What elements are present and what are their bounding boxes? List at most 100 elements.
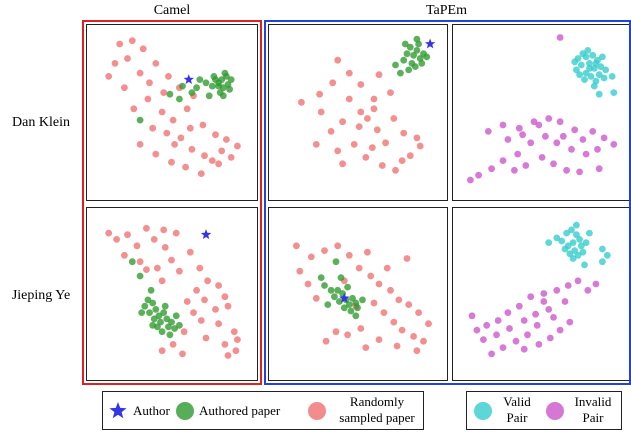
randomly-sampled-paper-point xyxy=(364,248,371,256)
randomly-sampled-paper-point xyxy=(298,98,305,106)
invalid-pair-point xyxy=(595,165,603,173)
authored-paper-point xyxy=(352,312,360,320)
randomly-sampled-paper-point xyxy=(312,294,320,302)
randomly-sampled-paper-point xyxy=(370,95,378,103)
randomly-sampled-paper-point xyxy=(182,163,189,171)
randomly-sampled-paper-point xyxy=(221,293,229,301)
invalid-pair-point xyxy=(592,280,600,288)
randomly-sampled-paper-point xyxy=(392,166,399,174)
invalid-pair-point xyxy=(584,286,592,294)
invalid-pair-point xyxy=(520,345,528,353)
randomly-sampled-paper-point xyxy=(368,144,376,151)
authored-paper-point xyxy=(152,306,160,313)
randomly-sampled-paper-point xyxy=(105,73,113,80)
randomly-sampled-paper-point xyxy=(204,277,211,285)
invalid-pair-point xyxy=(563,166,570,174)
scatter-plot xyxy=(293,242,432,355)
invalid-pair-point xyxy=(488,350,495,358)
legend-left: Author Authored paper Randomly sampled p… xyxy=(102,391,424,430)
invalid-pair-point xyxy=(512,337,520,345)
valid-pair-point xyxy=(561,245,569,253)
randomly-sampled-paper-point xyxy=(163,129,171,137)
invalid-pair-point xyxy=(559,132,567,140)
randomly-sampled-paper-point xyxy=(168,158,175,166)
randomly-sampled-paper-point xyxy=(334,147,342,155)
legend-invalid-label-2: Pair xyxy=(582,410,604,425)
valid-pair-point xyxy=(595,90,603,98)
authored-paper-marker xyxy=(176,402,194,420)
randomly-sampled-paper-point xyxy=(113,236,120,243)
column-header-tapem: TaPEm xyxy=(425,3,467,18)
randomly-sampled-paper-point xyxy=(345,69,353,77)
invalid-pair-point xyxy=(556,34,564,41)
randomly-sampled-paper-point xyxy=(390,115,398,122)
randomly-sampled-paper-point xyxy=(413,134,421,142)
valid-pair-point xyxy=(581,76,588,83)
authored-paper-point xyxy=(147,286,155,294)
authored-paper-point xyxy=(413,47,421,54)
valid-pair-point xyxy=(582,69,590,77)
randomly-sampled-paper-point xyxy=(168,256,175,264)
authored-paper-point xyxy=(176,95,183,103)
randomly-sampled-paper-point xyxy=(146,79,153,87)
legend-random-label-2: sampled paper xyxy=(339,410,415,425)
randomly-sampled-paper-point xyxy=(416,142,424,150)
authored-paper-point xyxy=(196,76,204,83)
randomly-sampled-paper-point xyxy=(380,309,388,316)
legend-author-label: Author xyxy=(133,403,170,418)
authored-paper-point xyxy=(334,286,342,294)
invalid-pair-point xyxy=(553,286,561,294)
randomly-sampled-paper-point xyxy=(136,258,144,266)
invalid-pair-point xyxy=(546,334,554,342)
randomly-sampled-paper-point xyxy=(312,141,320,148)
randomly-sampled-paper-point xyxy=(201,152,208,160)
authored-paper-point xyxy=(324,301,332,308)
author-star-point xyxy=(339,292,350,303)
scatter-plot xyxy=(298,35,436,174)
randomly-sampled-paper-point xyxy=(223,136,230,143)
invalid-pair-point xyxy=(533,321,541,329)
invalid-pair-point xyxy=(568,145,575,153)
randomly-sampled-paper-point xyxy=(171,141,178,148)
randomly-sampled-paper-point xyxy=(375,280,383,288)
authored-paper-point xyxy=(176,321,183,329)
randomly-sampled-paper-point xyxy=(158,277,166,285)
randomly-sampled-paper-point xyxy=(375,71,383,79)
valid-pair-point xyxy=(587,73,595,80)
invalid-pair-point xyxy=(515,124,523,132)
randomly-sampled-paper-point xyxy=(395,296,403,304)
randomly-sampled-paper-point xyxy=(197,317,205,324)
randomly-sampled-paper-point xyxy=(293,242,300,250)
randomly-sampled-paper-point xyxy=(111,60,119,67)
valid-pair-point xyxy=(558,237,566,245)
randomly-sampled-paper-point xyxy=(188,145,196,153)
randomly-sampled-paper-point xyxy=(398,157,406,165)
valid-pair-point xyxy=(568,226,575,234)
randomly-sampled-paper-point xyxy=(190,309,197,316)
legend-valid-label-2: Pair xyxy=(506,410,528,425)
invalid-pair-point xyxy=(494,317,502,324)
invalid-pair-point xyxy=(540,298,548,305)
valid-pair-point xyxy=(577,242,585,250)
randomly-sampled-paper-point xyxy=(224,352,232,359)
row-label-jieping-ye: Jieping Ye xyxy=(11,288,71,303)
randomly-sampled-paper-point xyxy=(316,90,323,98)
randomly-sampled-paper-point xyxy=(212,131,219,139)
randomly-sampled-paper-point xyxy=(116,40,124,48)
randomly-sampled-paper-point xyxy=(345,95,353,103)
randomly-sampled-paper-point xyxy=(202,334,210,342)
randomly-sampled-paper-point xyxy=(215,282,223,289)
valid-pair-point xyxy=(608,73,616,80)
legend-right-markers xyxy=(474,402,564,420)
valid-pair-point xyxy=(610,89,618,96)
valid-pair-point xyxy=(574,251,582,259)
invalid-pair-point xyxy=(515,302,523,310)
authored-paper-point xyxy=(160,309,168,316)
invalid-pair-point xyxy=(535,341,543,348)
legend-right: Valid Pair Invalid Pair xyxy=(466,391,622,430)
authored-paper-point xyxy=(171,325,178,332)
invalid-pair-point xyxy=(527,139,535,147)
randomly-sampled-paper-point xyxy=(393,342,401,350)
invalid-pair-point xyxy=(514,150,522,158)
